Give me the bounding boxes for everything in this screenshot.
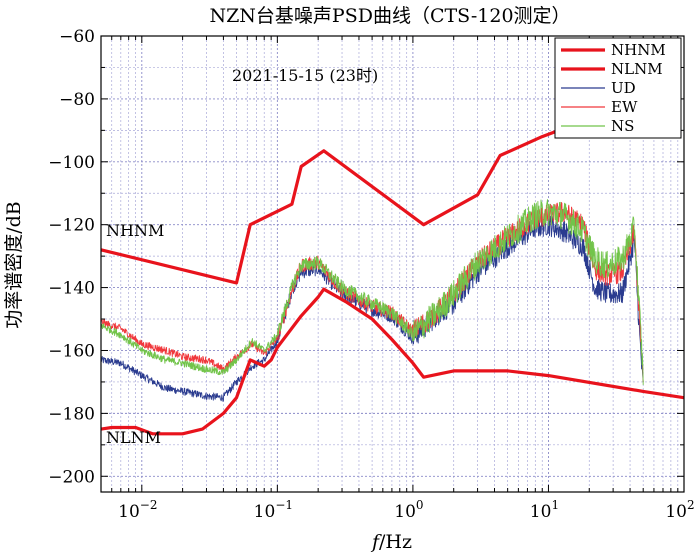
y-tick-label: −160 (48, 341, 95, 361)
series-lines (101, 128, 684, 436)
legend-label-ew: EW (611, 98, 638, 116)
legend-label-nlnm: NLNM (611, 60, 663, 78)
x-tick-label: 10−2 (118, 498, 157, 522)
legend-label-ns: NS (611, 117, 634, 135)
y-tick-label: −80 (59, 90, 95, 110)
plot-frame (100, 35, 685, 493)
y-tick-label: −180 (48, 404, 95, 424)
y-axis-label: 功率谱密度/dB (3, 201, 25, 329)
x-axis-label-unit: /Hz (379, 531, 412, 553)
y-tick-label: −100 (48, 153, 95, 173)
series-line-nhnm (101, 128, 560, 285)
y-tick-label: −60 (59, 27, 95, 47)
x-axis-label-f: f (370, 531, 382, 553)
y-tick-label: −140 (48, 279, 95, 299)
x-tick-label: 101 (530, 498, 559, 522)
x-tick-label: 100 (394, 498, 423, 522)
nhnm-curve-label: NHNM (106, 221, 164, 240)
x-tick-label: 10−1 (254, 498, 293, 522)
x-axis-label: f/Hz (370, 531, 412, 553)
chart-title: NZN台基噪声PSD曲线（CTS-120测定） (209, 5, 570, 27)
x-tick-label: 102 (665, 498, 694, 522)
series-line-nlnm (101, 287, 684, 436)
y-tick-label: −120 (48, 216, 95, 236)
legend-label-nhnm: NHNM (611, 41, 666, 59)
nlnm-curve-label: NLNM (106, 428, 161, 447)
series-line-ns (101, 199, 644, 385)
legend-label-ud: UD (611, 79, 636, 97)
date-annotation: 2021-15-15 (23时) (232, 66, 378, 85)
y-tick-label: −200 (48, 467, 95, 487)
